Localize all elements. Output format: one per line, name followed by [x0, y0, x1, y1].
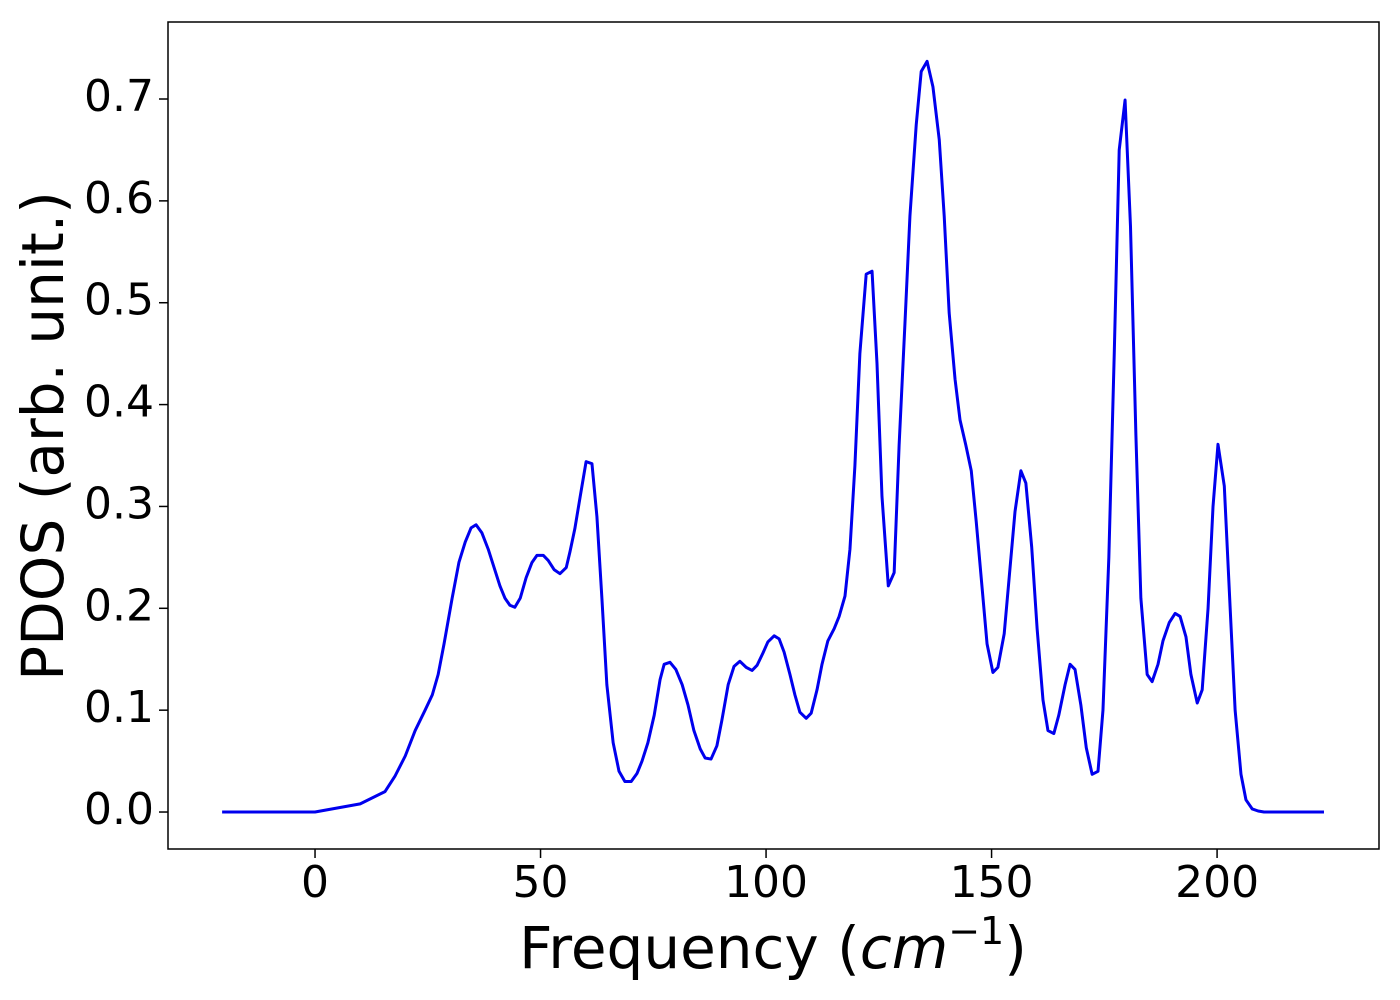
x-axis-label: Frequency (cm−1)	[519, 909, 1027, 982]
pdos-line	[222, 59, 1324, 814]
x-label-text: Frequency (	[519, 914, 860, 982]
x-tick-label: 50	[513, 857, 569, 908]
x-label-math: cm	[860, 914, 948, 982]
y-tick-label: 0.3	[84, 478, 154, 529]
plot-frame	[167, 21, 1380, 850]
y-tick-label: 0.0	[84, 784, 154, 835]
y-tick-label: 0.4	[84, 377, 154, 428]
y-tick-label: 0.1	[84, 682, 154, 733]
x-label-close: )	[1004, 914, 1027, 982]
y-tick-label: 0.6	[84, 173, 154, 224]
x-tick-label: 150	[950, 857, 1034, 908]
y-tick-label: 0.2	[84, 580, 154, 631]
x-tick-label: 200	[1175, 857, 1259, 908]
x-tick-label: 100	[724, 857, 808, 908]
x-tick-label: 0	[301, 857, 329, 908]
y-axis-label: PDOS (arb. unit.)	[9, 191, 77, 681]
x-label-sup: −1	[948, 909, 1004, 953]
y-tick-label: 0.7	[84, 71, 154, 122]
y-tick-label: 0.5	[84, 275, 154, 326]
